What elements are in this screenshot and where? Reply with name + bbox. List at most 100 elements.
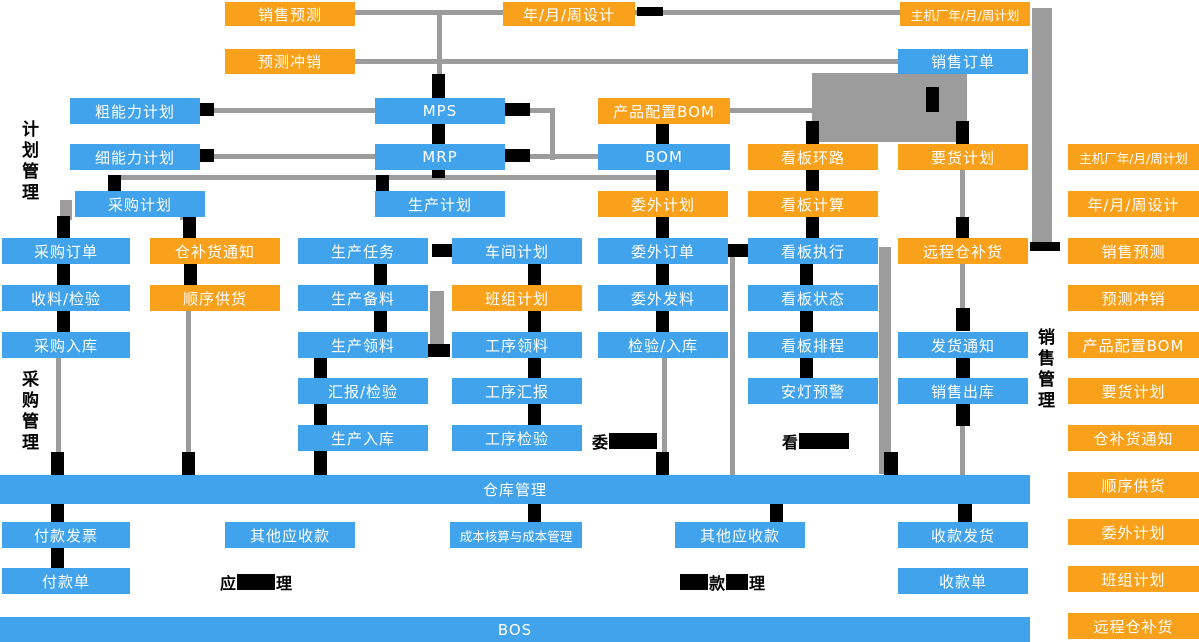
connector-mark xyxy=(956,121,969,144)
connector-mark xyxy=(656,124,669,144)
connector-line xyxy=(730,257,735,475)
connector-mark xyxy=(528,358,541,378)
connector-line xyxy=(200,108,375,113)
connector-line xyxy=(56,358,61,475)
gray-panel xyxy=(812,73,967,142)
connector-mark xyxy=(314,358,327,378)
connector-mark xyxy=(432,244,456,257)
connector-mark xyxy=(806,217,819,238)
flow-box: 主机厂年/月/周计划 xyxy=(900,2,1030,26)
flow-box: 安灯预警 xyxy=(748,378,878,404)
flow-box: 发货通知 xyxy=(898,332,1028,358)
redaction-bar xyxy=(799,433,850,449)
flow-box: 工序领料 xyxy=(452,332,582,358)
connector-line xyxy=(186,311,191,475)
connector-line xyxy=(635,10,900,15)
connector-mark xyxy=(376,175,389,192)
gray-bar xyxy=(60,200,72,220)
connector-mark xyxy=(770,504,783,523)
flow-box: 预测冲销 xyxy=(225,49,355,74)
connector-mark xyxy=(956,217,969,238)
flow-box: 顺序供货 xyxy=(150,285,280,311)
connector-mark xyxy=(314,404,327,425)
flow-box: 主机厂年/月/周计划 xyxy=(1068,144,1199,170)
flow-box: 仓补货通知 xyxy=(1068,425,1199,451)
flow-box: 收款发货 xyxy=(898,522,1028,548)
flow-box: 付款单 xyxy=(2,568,130,594)
label-text: 看 xyxy=(782,433,799,452)
connector-mark xyxy=(528,504,541,523)
connector-mark xyxy=(1030,242,1060,251)
connector-mark xyxy=(637,7,663,16)
connector-line xyxy=(960,170,965,238)
connector-line xyxy=(960,404,965,475)
flow-box: 汇报/检验 xyxy=(298,378,428,404)
flow-box: 看板计算 xyxy=(748,191,878,217)
side-label-plan-management: 计划管理 xyxy=(18,120,38,204)
flow-box: 看板排程 xyxy=(748,332,878,358)
connector-mark xyxy=(182,452,195,475)
connector-mark xyxy=(57,216,70,238)
flow-box: 要货计划 xyxy=(1068,378,1199,404)
flow-box: 顺序供货 xyxy=(1068,472,1199,498)
connector-line xyxy=(960,264,965,331)
connector-mark xyxy=(800,311,813,332)
connector-line xyxy=(662,358,667,475)
flow-box: 班组计划 xyxy=(1068,566,1199,592)
label-text: 款 xyxy=(709,574,726,593)
flow-box: 预测冲销 xyxy=(1068,285,1199,311)
flow-box: 生产任务 xyxy=(298,238,428,264)
connector-mark xyxy=(800,264,813,285)
connector-mark xyxy=(184,264,197,285)
connector-mark xyxy=(528,311,541,332)
flow-box: 细能力计划 xyxy=(70,144,200,170)
flow-box: BOS xyxy=(0,617,1030,642)
flow-box: MRP xyxy=(375,144,505,170)
flow-box: 班组计划 xyxy=(452,285,582,311)
connector-mark xyxy=(374,311,387,332)
flow-box: 销售订单 xyxy=(898,49,1028,74)
connector-mark xyxy=(656,217,669,238)
connector-mark xyxy=(432,124,445,144)
connector-mark xyxy=(374,264,387,285)
connector-line xyxy=(355,59,900,64)
flow-box: 销售出库 xyxy=(898,378,1028,404)
connector-mark xyxy=(656,452,669,475)
flow-box: 远程仓补货 xyxy=(1068,613,1199,639)
flow-box: 仓库管理 xyxy=(0,475,1030,504)
flow-box: 仓补货通知 xyxy=(150,238,280,264)
flow-box: 粗能力计划 xyxy=(70,98,200,124)
gray-bar xyxy=(1032,8,1052,246)
connector-mark xyxy=(884,452,898,475)
redaction-bar xyxy=(726,574,749,590)
redaction-bar xyxy=(237,574,276,590)
connector-line xyxy=(730,108,812,113)
flow-box: 生产入库 xyxy=(298,425,428,451)
connector-mark xyxy=(528,404,541,425)
connector-mark xyxy=(51,452,64,475)
connector-mark xyxy=(314,451,327,475)
flow-box: 委外计划 xyxy=(1068,519,1199,545)
connector-mark xyxy=(800,357,813,379)
flow-box: 看板状态 xyxy=(748,285,878,311)
flow-box: 委外订单 xyxy=(598,238,728,264)
flow-box: 要货计划 xyxy=(898,144,1028,170)
flow-box: 其他应收款 xyxy=(675,522,805,548)
gray-bar xyxy=(879,247,891,474)
flow-box: 其他应收款 xyxy=(225,522,355,548)
flow-box: 产品配置BOM xyxy=(598,98,730,124)
connector-line xyxy=(550,108,555,160)
redaction-bar xyxy=(609,433,658,449)
flow-box: 检验/入库 xyxy=(598,332,728,358)
connector-line xyxy=(355,10,503,15)
connector-mark xyxy=(498,149,530,162)
redaction-bar xyxy=(680,574,708,590)
connector-mark xyxy=(51,548,64,569)
connector-line xyxy=(437,10,442,98)
connector-mark xyxy=(956,308,970,331)
flow-box: 成本核算与成本管理 xyxy=(450,522,582,548)
connector-mark xyxy=(57,311,70,332)
side-label-sales-management: 销售管理 xyxy=(1034,328,1054,412)
connector-mark xyxy=(806,121,819,144)
connector-mark xyxy=(926,87,939,112)
